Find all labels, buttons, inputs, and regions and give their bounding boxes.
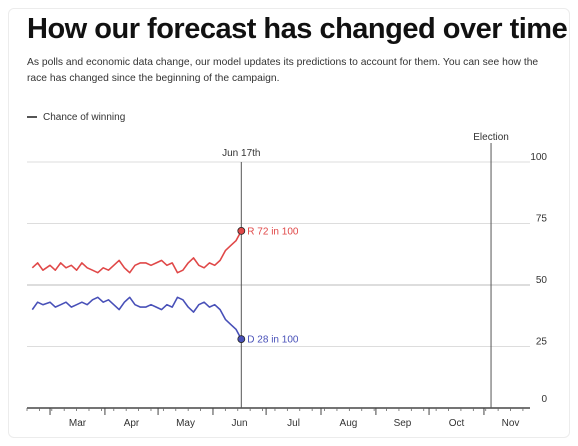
annotation-label: Election — [473, 132, 509, 143]
series-end-point-r — [237, 226, 246, 235]
legend-swatch — [27, 116, 37, 118]
series-line-r — [31, 230, 243, 274]
chart-subtitle: As polls and economic data change, our m… — [27, 57, 539, 84]
page-title: How our forecast has changed over time — [27, 13, 568, 45]
x-tick-label: Mar — [69, 418, 87, 429]
annotation-label: Jun 17th — [222, 148, 260, 159]
y-tick-label: 75 — [536, 214, 548, 225]
y-tick-label: 100 — [530, 152, 547, 163]
series-line-d — [31, 296, 243, 340]
x-tick-label: Sep — [394, 418, 412, 429]
legend: Chance of winning — [27, 110, 125, 124]
series-end-point-d — [237, 335, 246, 344]
series-end-label-r: R 72 in 100 — [247, 226, 299, 237]
x-tick-label: Jun — [231, 418, 247, 429]
y-tick-label: 25 — [536, 337, 548, 348]
legend-label: Chance of winning — [43, 111, 126, 123]
y-tick-label: 50 — [536, 275, 548, 286]
x-tick-label: Jul — [287, 418, 300, 429]
series-end-label-d: D 28 in 100 — [247, 335, 299, 346]
x-tick-label: Aug — [340, 418, 358, 429]
y-tick-label: 0 — [541, 394, 547, 405]
x-tick-label: May — [176, 418, 195, 429]
x-tick-label: Oct — [449, 418, 465, 429]
x-tick-label: Nov — [502, 418, 520, 429]
x-tick-label: Apr — [124, 418, 140, 429]
